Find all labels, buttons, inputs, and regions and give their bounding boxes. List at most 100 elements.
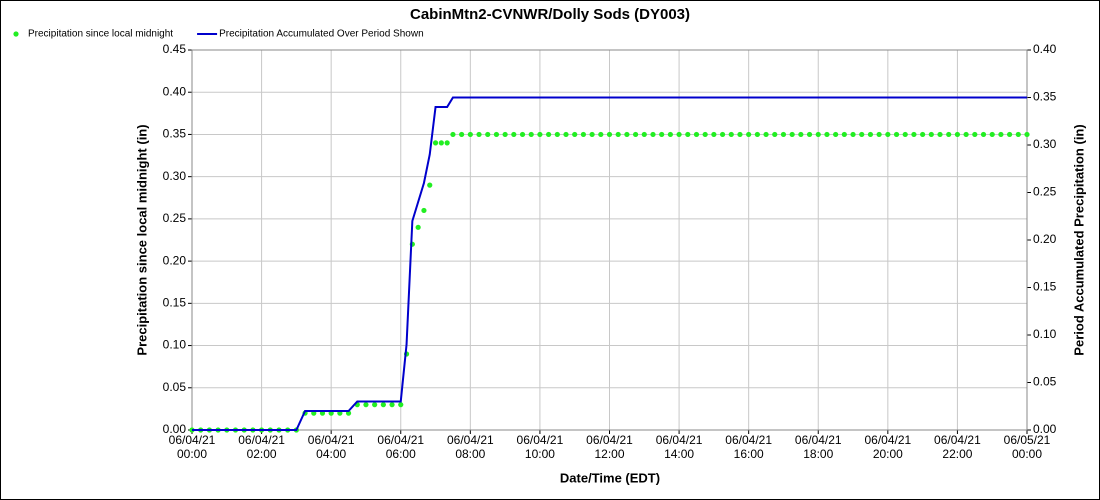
y-tick-label: 0.20 <box>163 253 187 267</box>
data-point <box>659 131 665 138</box>
data-point <box>1007 131 1013 138</box>
data-point <box>467 131 473 138</box>
data-point <box>867 131 874 138</box>
y2-tick-label: 0.10 <box>1033 327 1057 341</box>
y2-axis-title: Period Accumulated Precipitation (in) <box>1071 124 1086 355</box>
x-tick-label: 06/04/21 08:00 <box>447 433 494 461</box>
data-point <box>502 131 508 138</box>
data-point <box>1024 131 1030 138</box>
data-point <box>493 131 500 138</box>
y2-tick-label: 0.30 <box>1033 137 1057 151</box>
data-point <box>606 131 613 138</box>
y-axis-title: Precipitation since local midnight (in) <box>134 124 149 355</box>
legend-label: Precipitation Accumulated Over Period Sh… <box>219 29 424 40</box>
series-line <box>192 96 1027 431</box>
data-point <box>372 402 378 408</box>
y-tick-label: 0.30 <box>163 169 187 183</box>
data-point <box>519 131 526 138</box>
data-point <box>920 131 926 138</box>
data-point <box>719 131 726 138</box>
data-point <box>946 131 952 138</box>
data-point <box>746 131 752 138</box>
data-point <box>546 131 552 138</box>
y2-tick-label: 0.15 <box>1033 280 1057 294</box>
data-point <box>432 140 439 146</box>
data-point <box>476 131 482 138</box>
data-point <box>589 131 595 138</box>
y2-tick-label: 0.35 <box>1033 90 1057 104</box>
x-tick-label: 06/04/21 22:00 <box>934 433 981 461</box>
data-point <box>702 131 708 138</box>
x-tick-label: 06/04/21 10:00 <box>517 433 564 461</box>
data-point <box>850 131 856 138</box>
data-point <box>789 131 795 138</box>
data-point <box>485 131 491 138</box>
data-point <box>954 131 961 138</box>
y-tick-label: 0.15 <box>163 296 187 310</box>
x-tick-label: 06/04/21 16:00 <box>725 433 772 461</box>
data-point <box>728 131 734 138</box>
data-point <box>902 131 908 138</box>
data-point <box>972 131 978 138</box>
data-point <box>450 131 456 138</box>
data-point <box>580 131 587 138</box>
y2-tick-label: 0.00 <box>1033 422 1057 436</box>
y2-tick-label: 0.05 <box>1033 375 1057 389</box>
data-point <box>511 131 517 138</box>
data-point <box>833 131 839 138</box>
x-tick-label: 06/04/21 12:00 <box>586 433 633 461</box>
data-point <box>841 131 847 138</box>
x-tick-label: 06/04/21 14:00 <box>656 433 703 461</box>
data-point <box>798 131 804 138</box>
data-point <box>737 131 743 138</box>
y-tick-label: 0.10 <box>163 338 187 352</box>
data-point <box>537 131 543 138</box>
data-point <box>363 402 369 408</box>
data-point <box>980 131 987 138</box>
x-tick-label: 06/05/21 00:00 <box>1004 433 1051 461</box>
data-point <box>937 131 943 138</box>
data-point <box>815 131 821 138</box>
legend-label: Precipitation since local midnight <box>28 29 173 40</box>
data-point <box>693 131 700 138</box>
data-point <box>572 131 578 138</box>
plot-border <box>191 49 1028 431</box>
data-point <box>438 140 444 146</box>
data-point <box>780 131 787 138</box>
data-point <box>1015 131 1021 138</box>
data-point <box>427 182 433 188</box>
data-point <box>421 207 427 214</box>
data-point <box>459 131 465 138</box>
data-point <box>444 140 450 146</box>
x-tick-label: 06/04/21 18:00 <box>795 433 842 461</box>
x-tick-label: 06/04/21 02:00 <box>238 433 285 461</box>
x-tick-label: 06/04/21 00:00 <box>169 433 216 461</box>
y2-tick-label: 0.20 <box>1033 232 1057 246</box>
chart-title: CabinMtn2-CVNWR/Dolly Sods (DY003) <box>410 6 690 23</box>
x-tick-label: 06/04/21 06:00 <box>377 433 424 461</box>
data-point <box>615 131 621 138</box>
data-point <box>893 131 900 138</box>
data-point <box>528 131 534 138</box>
data-point <box>554 131 560 138</box>
x-tick-label: 06/04/21 04:00 <box>308 433 355 461</box>
data-point <box>641 131 647 138</box>
y-tick-label: 0.25 <box>163 211 187 225</box>
data-point <box>563 131 569 138</box>
data-point <box>885 131 891 138</box>
data-point <box>676 131 682 138</box>
y-tick-label: 0.00 <box>163 422 187 436</box>
data-point <box>806 131 813 138</box>
data-point <box>859 131 865 138</box>
y-tick-label: 0.35 <box>163 127 187 141</box>
legend-marker <box>13 31 19 37</box>
y-tick-label: 0.40 <box>163 84 187 98</box>
data-point <box>754 131 760 138</box>
x-tick-label: 06/04/21 20:00 <box>864 433 911 461</box>
y-tick-label: 0.05 <box>163 380 187 394</box>
y2-tick-label: 0.25 <box>1033 185 1057 199</box>
y2-tick-label: 0.40 <box>1033 42 1057 56</box>
data-point <box>389 402 395 408</box>
